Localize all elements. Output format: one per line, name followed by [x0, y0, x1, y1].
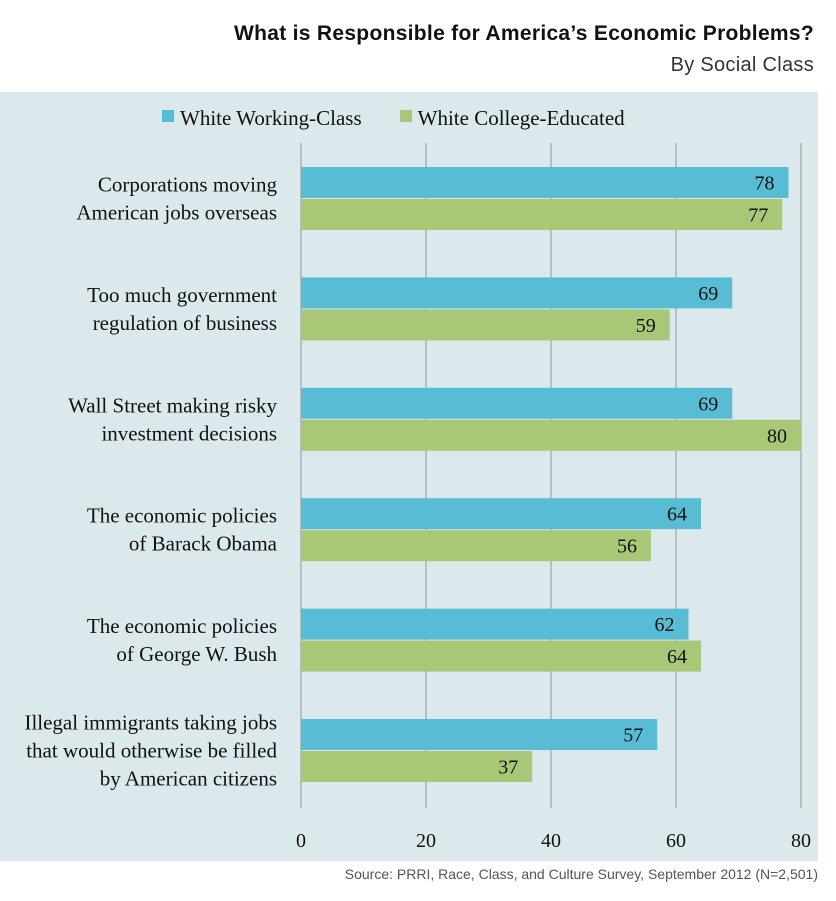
- category-label: of George W. Bush: [116, 642, 277, 666]
- bar-white-working-class: [301, 498, 701, 530]
- category-label: that would otherwise be filled: [26, 739, 277, 763]
- data-label: 80: [767, 425, 787, 447]
- bar-white-college-educated: [301, 309, 670, 341]
- category-label: Corporations moving: [98, 173, 278, 197]
- data-label: 78: [755, 173, 775, 195]
- data-label: 64: [667, 504, 687, 526]
- data-label: 69: [698, 393, 718, 415]
- x-tick-label: 80: [791, 830, 811, 852]
- category-label: of Barack Obama: [129, 532, 278, 556]
- legend-label-college-educated: White College-Educated: [417, 106, 625, 130]
- category-label: regulation of business: [93, 311, 277, 335]
- category-label: The economic policies: [87, 614, 277, 638]
- legend-swatch-college-educated: [399, 109, 412, 122]
- data-label: 64: [667, 646, 687, 668]
- category-label: American jobs overseas: [76, 201, 277, 225]
- x-tick-label: 20: [416, 830, 436, 852]
- data-label: 59: [636, 315, 656, 337]
- data-label: 62: [655, 614, 675, 636]
- bar-white-college-educated: [301, 751, 533, 782]
- bar-white-college-educated: [301, 419, 801, 451]
- category-label: investment decisions: [101, 421, 277, 445]
- category-label: Wall Street making risky: [68, 393, 277, 417]
- legend-item-working-class: White Working-Class: [162, 106, 362, 131]
- category-label: Too much government: [87, 283, 277, 307]
- legend-item-college-educated: White College-Educated: [399, 106, 625, 131]
- bar-white-college-educated: [301, 640, 701, 672]
- bar-white-working-class: [301, 387, 733, 419]
- data-label: 37: [498, 757, 518, 779]
- data-label: 69: [698, 283, 718, 305]
- bar-white-working-class: [301, 608, 689, 640]
- x-tick-label: 60: [666, 830, 686, 852]
- bar-white-working-class: [301, 167, 789, 198]
- bar-white-college-educated: [301, 530, 651, 562]
- category-label: The economic policies: [87, 504, 277, 528]
- chart-subtitle: By Social Class: [670, 54, 814, 76]
- data-label: 57: [623, 725, 643, 747]
- category-label: Illegal immigrants taking jobs: [24, 711, 277, 735]
- source-note: Source: PRRI, Race, Class, and Culture S…: [344, 866, 818, 882]
- x-tick-label: 40: [541, 830, 561, 852]
- data-label: 56: [617, 536, 637, 558]
- bar-white-college-educated: [301, 199, 783, 230]
- chart-title: What is Responsible for America’s Econom…: [233, 22, 814, 45]
- data-label: 77: [748, 205, 768, 227]
- bar-white-working-class: [301, 277, 733, 309]
- bar-white-working-class: [301, 719, 658, 750]
- legend-label-working-class: White Working-Class: [180, 106, 362, 130]
- category-label: by American citizens: [100, 767, 277, 791]
- x-tick-label: 0: [296, 830, 306, 852]
- legend: White Working-Class White College-Educat…: [162, 106, 625, 131]
- legend-swatch-working-class: [162, 109, 174, 122]
